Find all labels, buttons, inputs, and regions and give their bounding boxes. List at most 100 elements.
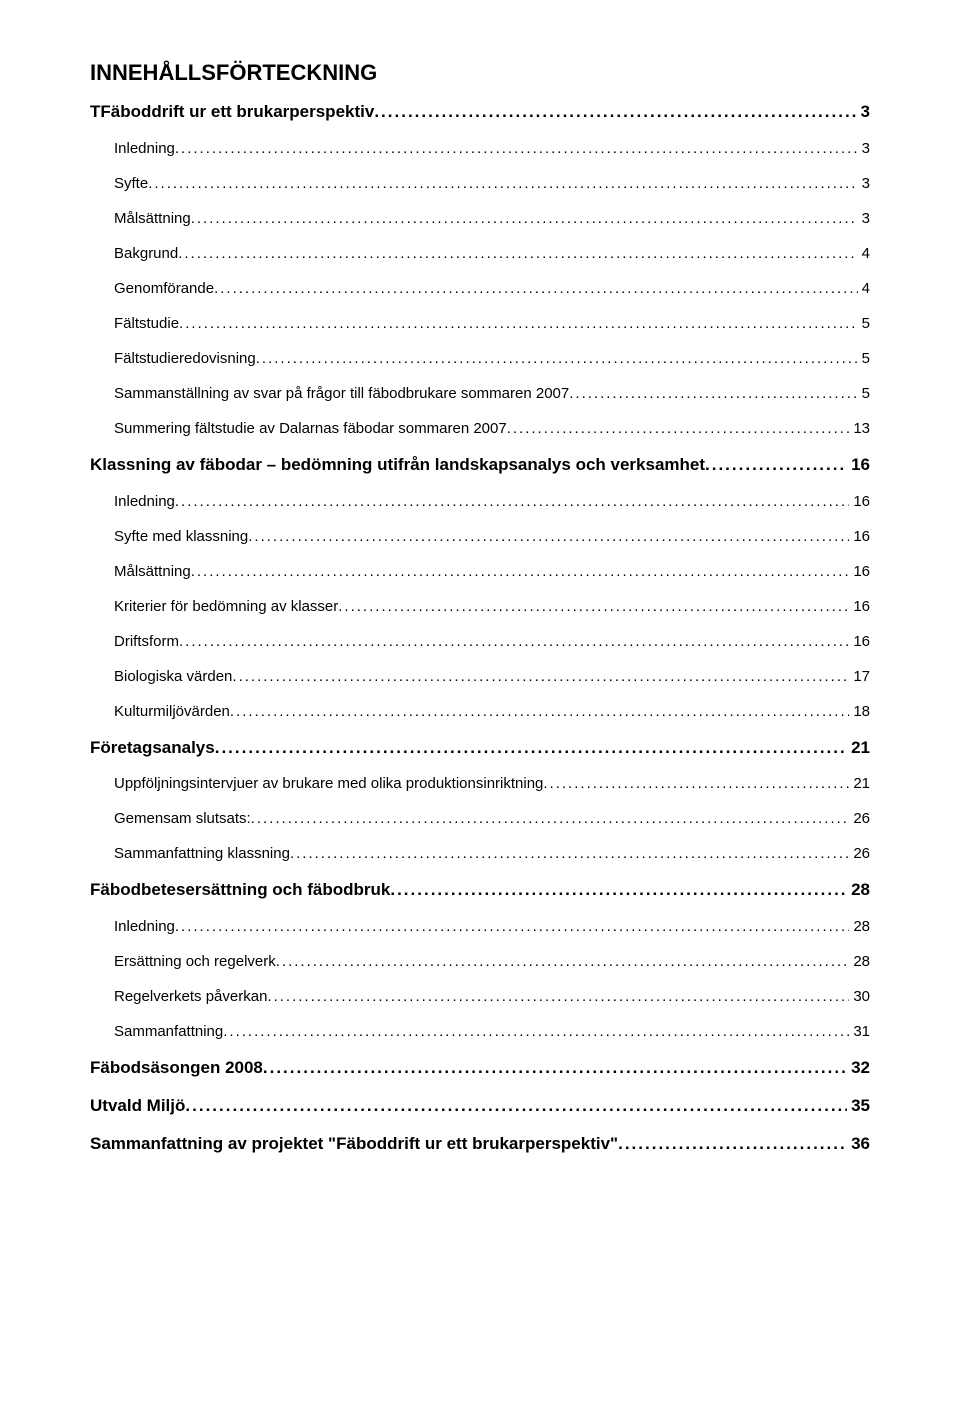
toc-entry: Inledning 3: [114, 138, 870, 159]
toc-entry-page: 21: [847, 736, 870, 760]
toc-entry-page: 5: [858, 313, 870, 334]
toc-entry-page: 31: [849, 1021, 870, 1042]
toc-entry-label: TFäboddrift ur ett brukarperspektiv: [90, 100, 374, 124]
toc-entry-label: Biologiska värden: [114, 666, 232, 687]
toc-entry-label: Bakgrund: [114, 243, 178, 264]
toc-leader-dots: [191, 208, 858, 229]
toc-leader-dots: [215, 736, 847, 760]
toc-entry-label: Genomförande: [114, 278, 214, 299]
toc-entry: Biologiska värden 17: [114, 666, 870, 687]
toc-leader-dots: [251, 808, 850, 829]
toc-leader-dots: [256, 348, 858, 369]
toc-entry-page: 13: [849, 418, 870, 439]
toc-entry-page: 3: [857, 100, 870, 124]
toc-entry: Fäbodbetesersättning och fäbodbruk 28: [90, 878, 870, 902]
toc-entry: Summering fältstudie av Dalarnas fäbodar…: [114, 418, 870, 439]
toc-entry-label: Sammanställning av svar på frågor till f…: [114, 383, 569, 404]
toc-leader-dots: [230, 701, 849, 722]
toc-entry-page: 28: [847, 878, 870, 902]
toc-entry-label: Summering fältstudie av Dalarnas fäbodar…: [114, 418, 507, 439]
toc-leader-dots: [148, 173, 857, 194]
toc-entry-page: 5: [858, 348, 870, 369]
toc-entry-page: 17: [849, 666, 870, 687]
toc-leader-dots: [175, 138, 858, 159]
toc-entry-label: Inledning: [114, 916, 175, 937]
toc-leader-dots: [191, 561, 850, 582]
toc-entry-label: Kriterier för bedömning av klasser: [114, 596, 338, 617]
toc-entry-label: Kulturmiljövärden: [114, 701, 230, 722]
toc-entry-label: Syfte: [114, 173, 148, 194]
toc-entry-label: Företagsanalys: [90, 736, 215, 760]
toc-leader-dots: [214, 278, 858, 299]
toc-leader-dots: [569, 383, 857, 404]
toc-entry: Sammanfattning klassning26: [114, 843, 870, 864]
toc-entry: Sammanfattning av projektet "Fäboddrift …: [90, 1132, 870, 1156]
toc-entry: Sammanfattning 31: [114, 1021, 870, 1042]
toc-entry-label: Ersättning och regelverk: [114, 951, 276, 972]
toc-entry-label: Fäbodbetesersättning och fäbodbruk: [90, 878, 390, 902]
toc-leader-dots: [263, 1056, 847, 1080]
toc-entry-page: 18: [849, 701, 870, 722]
toc-leader-dots: [185, 1094, 847, 1118]
toc-entry-page: 30: [849, 986, 870, 1007]
toc-entry-label: Inledning: [114, 138, 175, 159]
toc-entry-label: Driftsform: [114, 631, 179, 652]
toc-leader-dots: [175, 916, 849, 937]
toc-leader-dots: [232, 666, 849, 687]
toc-entry: Uppföljningsintervjuer av brukare med ol…: [114, 773, 870, 794]
toc-entry-page: 16: [849, 631, 870, 652]
toc-entry: Driftsform 16: [114, 631, 870, 652]
toc-entry-page: 16: [849, 596, 870, 617]
toc-leader-dots: [338, 596, 849, 617]
toc-entry-page: 3: [858, 208, 870, 229]
toc-entry-label: Fältstudie: [114, 313, 179, 334]
toc-entry: Målsättning 3: [114, 208, 870, 229]
toc-entry: Ersättning och regelverk 28: [114, 951, 870, 972]
toc-leader-dots: [223, 1021, 849, 1042]
toc-entry-label: Syfte med klassning: [114, 526, 248, 547]
toc-entry-page: 16: [849, 526, 870, 547]
toc-leader-dots: [267, 986, 849, 1007]
toc-entry-label: Sammanfattning klassning: [114, 843, 290, 864]
toc-entry-label: Klassning av fäbodar – bedömning utifrån…: [90, 453, 705, 477]
toc-entry-label: Målsättning: [114, 208, 191, 229]
toc-entry: Klassning av fäbodar – bedömning utifrån…: [90, 453, 870, 477]
toc-entry: Regelverkets påverkan30: [114, 986, 870, 1007]
toc-entry-label: Inledning: [114, 491, 175, 512]
toc-entry: Bakgrund 4: [114, 243, 870, 264]
toc-leader-dots: [276, 951, 850, 972]
toc-entry-page: 4: [858, 243, 870, 264]
toc-leader-dots: [618, 1132, 847, 1156]
toc-leader-dots: [374, 100, 856, 124]
toc-leader-dots: [290, 843, 849, 864]
toc-entry: Syfte 3: [114, 173, 870, 194]
toc-entry-page: 32: [847, 1056, 870, 1080]
toc-entry: Kulturmiljövärden 18: [114, 701, 870, 722]
toc-entry-page: 3: [858, 173, 870, 194]
toc-leader-dots: [179, 313, 858, 334]
toc-entry-label: Målsättning: [114, 561, 191, 582]
toc-entry-page: 26: [849, 808, 870, 829]
toc-entry-page: 16: [847, 453, 870, 477]
toc-entry-page: 3: [858, 138, 870, 159]
toc-entry-page: 36: [847, 1132, 870, 1156]
toc-leader-dots: [390, 878, 847, 902]
toc-entry-page: 35: [847, 1094, 870, 1118]
toc-entry: Kriterier för bedömning av klasser 16: [114, 596, 870, 617]
toc-leader-dots: [507, 418, 850, 439]
toc-entry-label: Sammanfattning: [114, 1021, 223, 1042]
toc-entry: Inledning16: [114, 491, 870, 512]
toc-entry: Syfte med klassning 16: [114, 526, 870, 547]
toc-entry-label: Fältstudieredovisning: [114, 348, 256, 369]
toc-leader-dots: [543, 773, 849, 794]
toc-leader-dots: [248, 526, 849, 547]
toc-entry: Utvald Miljö35: [90, 1094, 870, 1118]
toc-leader-dots: [179, 631, 849, 652]
toc-entry-page: 4: [858, 278, 870, 299]
toc-entry-page: 5: [858, 383, 870, 404]
page-title: INNEHÅLLSFÖRTECKNING: [90, 60, 870, 86]
toc-entry: Gemensam slutsats:26: [114, 808, 870, 829]
toc-entry-page: 28: [849, 951, 870, 972]
toc-entry: Fältstudieredovisning 5: [114, 348, 870, 369]
toc-entry: Fältstudie 5: [114, 313, 870, 334]
